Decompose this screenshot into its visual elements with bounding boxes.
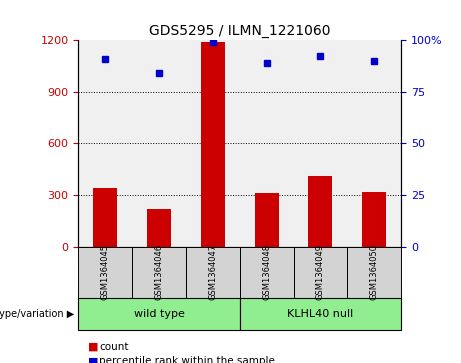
Text: GSM1364046: GSM1364046 [154, 244, 164, 300]
Text: GSM1364047: GSM1364047 [208, 244, 217, 300]
Bar [308, 176, 332, 247]
Text: GSM1364049: GSM1364049 [316, 244, 325, 300]
Bar [93, 188, 118, 247]
Text: ■: ■ [88, 356, 98, 363]
Bar [362, 192, 386, 247]
Text: ■: ■ [88, 342, 98, 352]
Bar [147, 209, 171, 247]
Bar [201, 42, 225, 247]
Text: count: count [99, 342, 129, 352]
Title: GDS5295 / ILMN_1221060: GDS5295 / ILMN_1221060 [149, 24, 331, 37]
Text: wild type: wild type [134, 309, 184, 319]
Text: GSM1364045: GSM1364045 [101, 244, 110, 300]
Text: KLHL40 null: KLHL40 null [287, 309, 354, 319]
Text: percentile rank within the sample: percentile rank within the sample [99, 356, 275, 363]
Text: genotype/variation ▶: genotype/variation ▶ [0, 309, 74, 319]
Text: GSM1364050: GSM1364050 [370, 244, 378, 300]
Text: GSM1364048: GSM1364048 [262, 244, 271, 300]
Bar [254, 193, 279, 247]
